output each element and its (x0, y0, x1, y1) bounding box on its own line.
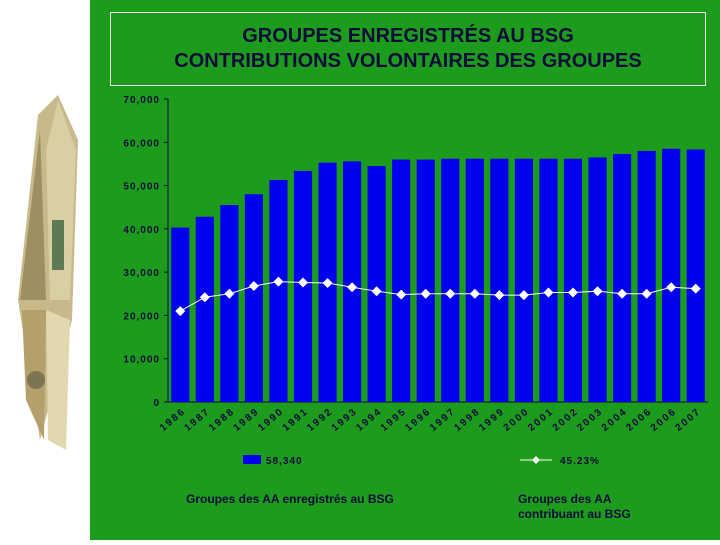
y-tick-label: 0 (153, 398, 160, 409)
legend-line-marker (532, 456, 540, 464)
x-tick-label: 1991 (281, 406, 311, 434)
x-tick-label: 2004 (600, 406, 630, 434)
legend-bar-label: 58,340 (266, 456, 303, 467)
bar (490, 158, 509, 402)
bar (244, 194, 263, 402)
line-point (518, 290, 529, 301)
bar (367, 166, 386, 402)
y-tick-label: 70,000 (123, 95, 160, 106)
line-point (543, 287, 554, 298)
legend-line-label: 45.23% (560, 456, 600, 467)
title-line-1: GROUPES ENREGISTRÉS AU BSG (242, 25, 574, 47)
x-tick-label: 1987 (183, 406, 213, 434)
y-tick-label: 60,000 (123, 138, 160, 149)
slide-title: GROUPES ENREGISTRÉS AU BSG CONTRIBUTIONS… (110, 12, 706, 86)
line-point (199, 292, 210, 303)
x-tick-label: 2006 (649, 406, 679, 434)
line-point (224, 288, 235, 299)
bar (220, 205, 239, 402)
x-tick-label: 1995 (379, 406, 409, 434)
x-tick-label: 2000 (502, 406, 532, 434)
bar (416, 159, 435, 402)
title-line-2: CONTRIBUTIONS VOLONTAIRES DES GROUPES (174, 50, 642, 72)
x-tick-label: 1988 (207, 406, 237, 434)
bar (343, 161, 362, 402)
caption-right: Groupes des AA contribuant au BSG (518, 492, 631, 522)
x-tick-label: 2007 (673, 406, 703, 434)
y-tick-label: 20,000 (123, 311, 160, 322)
bar (539, 158, 558, 402)
y-tick-label: 50,000 (123, 182, 160, 193)
x-tick-label: 1990 (256, 406, 286, 434)
x-tick-label: 2003 (575, 406, 605, 434)
bar (588, 157, 607, 402)
line-point (592, 286, 603, 297)
line-point (347, 282, 358, 293)
y-tick-label: 10,000 (123, 355, 160, 366)
bar (563, 158, 583, 402)
line-point (371, 286, 382, 297)
x-tick-label: 1989 (232, 406, 262, 434)
left-decorative-strip (0, 0, 90, 540)
x-tick-label: 2006 (624, 406, 654, 434)
x-tick-label: 1999 (477, 406, 507, 434)
legend-bar-swatch (243, 455, 261, 464)
x-tick-label: 1996 (403, 406, 433, 434)
line-point (396, 289, 407, 300)
line-point (690, 283, 701, 294)
bar (637, 150, 656, 402)
bar (686, 149, 705, 402)
bar (613, 153, 632, 402)
x-tick-label: 1993 (330, 406, 360, 434)
line-point (175, 306, 186, 317)
x-tick-label: 1986 (158, 406, 188, 434)
x-tick-label: 1994 (354, 406, 384, 434)
line-series (180, 281, 696, 312)
y-tick-label: 30,000 (123, 268, 160, 279)
caption-right-line-2: contribuant au BSG (518, 507, 631, 521)
line-point (641, 288, 652, 299)
x-tick-label: 1992 (305, 406, 335, 434)
line-point (617, 288, 628, 299)
x-tick-label: 2001 (526, 406, 556, 434)
line-point (248, 280, 259, 291)
line-point (420, 288, 431, 299)
line-point (666, 282, 677, 293)
bar (392, 159, 411, 402)
bar (269, 179, 288, 402)
line-point (322, 277, 333, 288)
caption-right-line-1: Groupes des AA (518, 492, 612, 506)
bar (441, 158, 460, 402)
line-point (568, 287, 578, 298)
line-point (469, 288, 480, 299)
bar (195, 216, 214, 402)
x-tick-label: 2002 (551, 406, 581, 434)
line-point (494, 290, 505, 301)
x-tick-label: 1997 (428, 406, 458, 434)
money-house-illustration (18, 95, 78, 450)
y-tick-label: 40,000 (123, 225, 160, 236)
x-tick-label: 1998 (453, 406, 483, 434)
bar (662, 148, 681, 402)
bar (514, 158, 533, 402)
line-point (445, 288, 456, 299)
caption-left: Groupes des AA enregistrés au BSG (186, 492, 394, 506)
bar (465, 158, 484, 402)
line-point (273, 276, 284, 287)
line-point (298, 277, 308, 288)
